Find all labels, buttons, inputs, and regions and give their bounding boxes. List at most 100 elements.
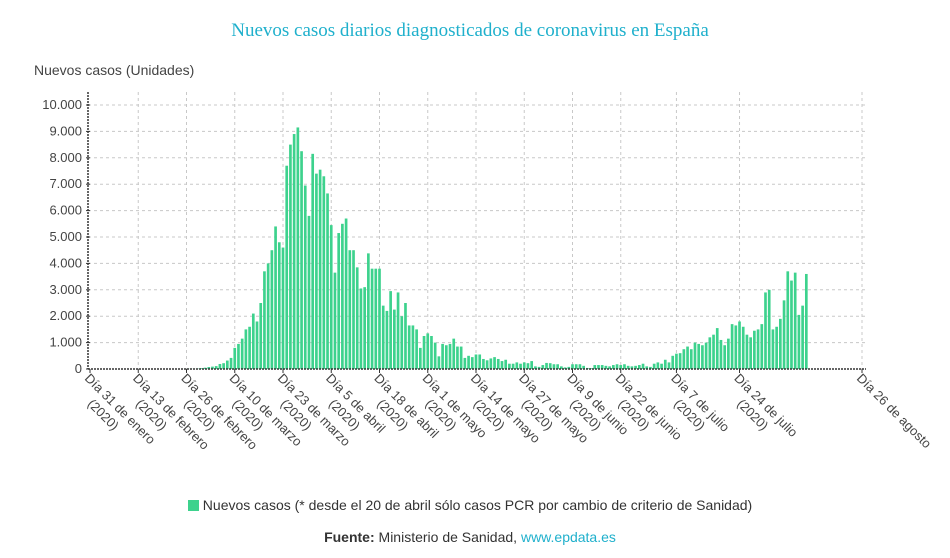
bar[interactable]: [611, 365, 615, 369]
bar[interactable]: [734, 325, 738, 369]
bar[interactable]: [678, 353, 682, 369]
bar[interactable]: [285, 165, 289, 369]
bar[interactable]: [289, 144, 292, 369]
bar[interactable]: [697, 343, 701, 369]
bar[interactable]: [341, 223, 344, 369]
bar[interactable]: [511, 363, 515, 369]
bar[interactable]: [712, 334, 715, 369]
bar[interactable]: [225, 360, 229, 369]
bar[interactable]: [229, 357, 233, 369]
bar[interactable]: [318, 169, 322, 369]
bar[interactable]: [485, 360, 489, 369]
bar[interactable]: [704, 342, 708, 369]
bar[interactable]: [270, 250, 274, 369]
bar[interactable]: [322, 176, 326, 369]
bar[interactable]: [686, 346, 689, 369]
bar[interactable]: [715, 328, 719, 369]
bar[interactable]: [418, 347, 422, 369]
bar[interactable]: [541, 365, 545, 369]
bar[interactable]: [426, 333, 430, 369]
bar[interactable]: [723, 345, 727, 369]
bar[interactable]: [251, 313, 255, 369]
bar[interactable]: [374, 268, 378, 369]
bar[interactable]: [556, 364, 559, 369]
bar[interactable]: [255, 321, 259, 369]
bar[interactable]: [296, 127, 300, 369]
bar[interactable]: [370, 268, 374, 369]
bar[interactable]: [760, 324, 764, 369]
bar[interactable]: [400, 316, 404, 369]
bar[interactable]: [378, 268, 381, 369]
bar[interactable]: [749, 337, 752, 369]
bar[interactable]: [292, 134, 296, 369]
bar[interactable]: [552, 364, 556, 369]
bar[interactable]: [452, 338, 456, 369]
bar[interactable]: [615, 364, 619, 369]
bar[interactable]: [218, 363, 222, 369]
bar[interactable]: [567, 366, 571, 369]
bar[interactable]: [589, 368, 593, 369]
bar[interactable]: [801, 305, 804, 369]
bar[interactable]: [797, 314, 801, 369]
bar[interactable]: [508, 363, 511, 369]
bar[interactable]: [675, 353, 678, 369]
bar[interactable]: [719, 339, 723, 369]
bar[interactable]: [786, 271, 790, 369]
bar[interactable]: [482, 358, 485, 369]
bar[interactable]: [771, 329, 775, 369]
bar[interactable]: [274, 226, 277, 369]
bar[interactable]: [701, 345, 704, 369]
bar[interactable]: [708, 337, 712, 369]
bar[interactable]: [437, 356, 441, 369]
bar[interactable]: [389, 291, 392, 369]
bar[interactable]: [448, 343, 452, 369]
bar[interactable]: [637, 365, 641, 369]
bar[interactable]: [804, 273, 808, 369]
bar[interactable]: [619, 365, 623, 369]
bar[interactable]: [530, 361, 534, 369]
bar[interactable]: [367, 253, 370, 369]
bar[interactable]: [504, 359, 508, 369]
bar[interactable]: [738, 321, 741, 369]
bar[interactable]: [263, 271, 266, 369]
bar[interactable]: [522, 362, 526, 369]
bar[interactable]: [422, 336, 426, 369]
bar[interactable]: [311, 153, 315, 369]
legend[interactable]: Nuevos casos (* desde el 20 de abril sól…: [0, 497, 940, 513]
bar[interactable]: [764, 292, 767, 369]
bar[interactable]: [200, 368, 203, 369]
bar[interactable]: [352, 250, 355, 369]
bar[interactable]: [463, 357, 467, 369]
bar[interactable]: [682, 349, 686, 369]
bar[interactable]: [259, 303, 263, 369]
bar[interactable]: [240, 338, 244, 369]
bar[interactable]: [333, 272, 337, 369]
bar[interactable]: [656, 362, 660, 369]
bar[interactable]: [337, 233, 341, 369]
bar[interactable]: [652, 363, 656, 369]
bar[interactable]: [667, 362, 671, 369]
bar[interactable]: [489, 358, 493, 369]
bar[interactable]: [478, 354, 482, 369]
bar[interactable]: [222, 363, 225, 369]
bar[interactable]: [381, 305, 385, 369]
bar[interactable]: [303, 185, 307, 369]
bar[interactable]: [467, 355, 470, 369]
bar[interactable]: [767, 289, 771, 369]
bar[interactable]: [277, 242, 281, 369]
bar[interactable]: [281, 247, 285, 369]
bar[interactable]: [623, 364, 626, 369]
bar[interactable]: [519, 363, 522, 369]
bar[interactable]: [634, 365, 637, 369]
bar[interactable]: [745, 334, 749, 369]
bar[interactable]: [411, 325, 415, 369]
bar[interactable]: [775, 326, 778, 369]
bar[interactable]: [604, 365, 608, 369]
bar[interactable]: [790, 280, 793, 369]
bar[interactable]: [534, 366, 537, 369]
bar[interactable]: [315, 173, 318, 369]
bar[interactable]: [593, 365, 597, 369]
bar[interactable]: [741, 326, 745, 369]
bar[interactable]: [560, 366, 563, 369]
bar[interactable]: [649, 366, 652, 369]
